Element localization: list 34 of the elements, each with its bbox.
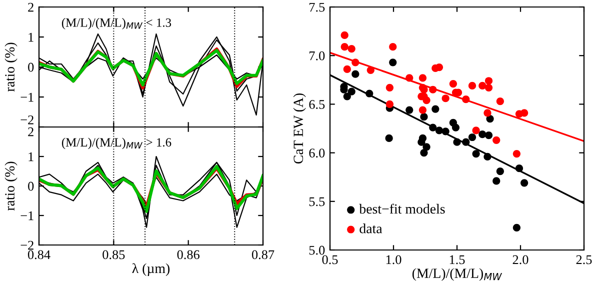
legend-label: data — [360, 224, 382, 234]
y-tick-label: 7.0 — [310, 51, 325, 60]
annotation: (M/L)/(M/L)$_{MW}$ < 1.3 — [62, 18, 172, 30]
x-axis-title: (M/L)/(M/L)$_{MW}$ — [412, 268, 502, 281]
y-tick-label: −1 — [20, 92, 34, 102]
x-tick-label: 1.5 — [450, 255, 465, 264]
y-tick-label: −2 — [20, 240, 34, 250]
y-tick-label: 6.0 — [309, 148, 325, 158]
y-tick-label: −1 — [20, 211, 34, 220]
y-axis-title: ratio (%) — [4, 42, 18, 92]
y-tick-label: 6.5 — [309, 100, 325, 109]
y-tick-label: 1 — [28, 32, 34, 42]
y-tick-label: 2 — [28, 2, 34, 12]
x-tick-label: 0.85 — [102, 250, 125, 260]
x-tick-label: 2.5 — [576, 255, 592, 264]
y-tick-label: −2 — [20, 115, 34, 124]
x-tick-label: 1.0 — [386, 255, 402, 264]
annotation: (M/L)/(M/L)$_{MW}$ > 1.6 — [62, 138, 172, 150]
x-tick-label: 2.0 — [512, 255, 528, 264]
y-tick-label: 5.0 — [309, 246, 325, 255]
x-axis-title: λ (µm) — [132, 263, 170, 276]
x-tick-label: 0.87 — [252, 250, 274, 260]
y-tick-label: 0 — [28, 62, 34, 72]
legend-label: best−fit models — [359, 204, 445, 214]
x-tick-label: 0.84 — [28, 250, 50, 260]
y-tick-label: 2 — [28, 127, 34, 136]
y-tick-label: 7.5 — [310, 2, 325, 12]
y-tick-label: 5.5 — [309, 197, 325, 206]
x-tick-label: 0.5 — [322, 255, 338, 264]
x-tick-label: 0.86 — [177, 250, 200, 260]
y-axis-title: ratio (%) — [4, 162, 18, 211]
y-axis-title: CaT EW (A) — [293, 93, 306, 164]
y-tick-label: 0 — [28, 182, 34, 191]
y-tick-label: 1 — [28, 152, 34, 162]
